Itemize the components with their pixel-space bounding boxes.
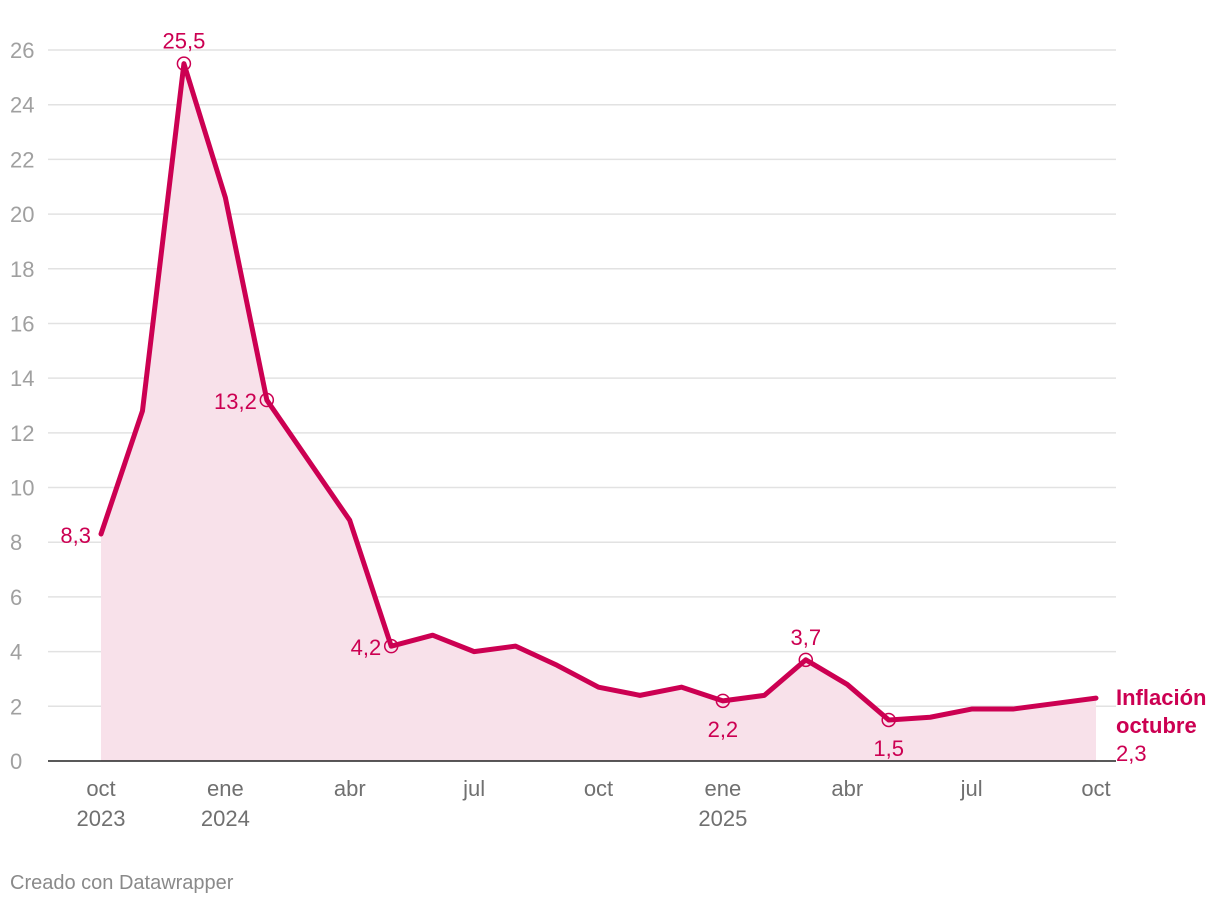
data-point-marker	[383, 638, 399, 654]
y-tick-label: 0	[10, 749, 22, 774]
x-tick-year: 2023	[77, 806, 126, 831]
y-tick-label: 16	[10, 311, 34, 336]
data-label: 2,2	[708, 717, 739, 742]
series-line	[98, 61, 1099, 723]
data-labels: 8,3 25,5 13,2 4,2 2,2 3,7 1,5	[60, 29, 904, 761]
data-label: 1,5	[873, 736, 904, 761]
x-tick-label: oct	[86, 776, 115, 801]
x-axis-ticks: oct 2023 ene 2024 abr jul oct ene 2025 abr jul oct	[77, 776, 1111, 831]
data-label: 8,3	[60, 523, 91, 548]
data-label: 25,5	[163, 29, 206, 54]
data-point-marker	[715, 693, 731, 709]
y-tick-label: 6	[10, 585, 22, 610]
data-point-marker	[881, 712, 896, 728]
y-tick-label: 26	[10, 38, 34, 63]
y-tick-label: 10	[10, 476, 34, 501]
series-end-label: Inflación octubre 2,3	[1116, 685, 1206, 766]
x-tick-year: 2024	[201, 806, 250, 831]
data-label: 3,7	[790, 625, 821, 650]
x-tick-year: 2025	[698, 806, 747, 831]
end-label-line1: Inflación	[1116, 685, 1206, 710]
x-tick-label: oct	[584, 776, 613, 801]
end-label-line2: octubre	[1116, 713, 1197, 738]
end-label-value: 2,3	[1116, 741, 1147, 766]
data-label: 13,2	[214, 389, 257, 414]
x-tick-label: jul	[462, 776, 485, 801]
data-label: 4,2	[351, 635, 382, 660]
footer-credit: Creado con Datawrapper	[10, 872, 234, 894]
y-tick-label: 24	[10, 93, 34, 118]
x-tick-label: abr	[334, 776, 366, 801]
y-tick-label: 22	[10, 147, 34, 172]
y-tick-label: 2	[10, 694, 22, 719]
y-tick-label: 20	[10, 202, 34, 227]
x-tick-label: jul	[960, 776, 983, 801]
y-tick-label: 14	[10, 366, 34, 391]
x-tick-label: ene	[207, 776, 244, 801]
x-tick-label: oct	[1081, 776, 1110, 801]
y-tick-label: 18	[10, 257, 34, 282]
data-point-marker	[176, 56, 192, 71]
y-tick-label: 12	[10, 421, 34, 446]
y-tick-label: 8	[10, 530, 22, 555]
y-tick-label: 4	[10, 640, 22, 665]
data-point-marker	[798, 652, 814, 668]
x-tick-label: ene	[705, 776, 742, 801]
series-area	[101, 63, 1096, 761]
data-point-marker	[259, 392, 275, 408]
x-tick-label: abr	[831, 776, 863, 801]
